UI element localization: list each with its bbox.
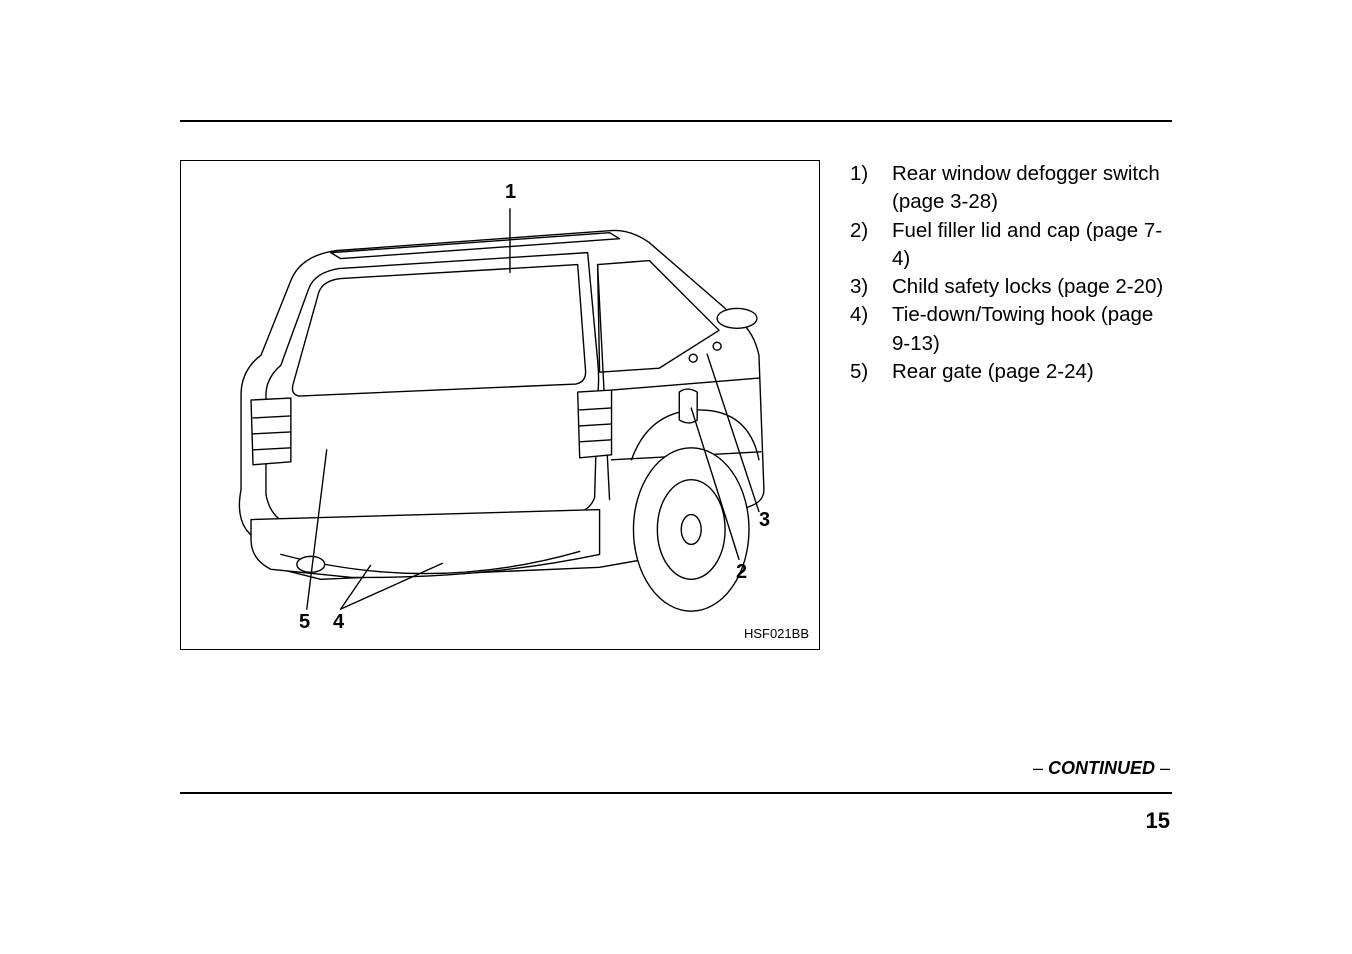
list-item-num: 3) xyxy=(850,273,892,301)
list-item-num: 4) xyxy=(850,301,892,329)
page-root: 1 2 3 4 5 HSF021BB 1) Rear window defogg… xyxy=(0,0,1352,954)
bottom-rule xyxy=(180,792,1172,794)
list-item: 1) Rear window defogger switch (page 3-2… xyxy=(850,160,1172,217)
callout-4: 4 xyxy=(333,611,344,634)
content-row: 1 2 3 4 5 HSF021BB 1) Rear window defogg… xyxy=(180,120,1172,650)
vehicle-illustration xyxy=(181,161,819,649)
callout-2: 2 xyxy=(736,561,747,584)
list-item-text: Rear gate (page 2-24) xyxy=(892,358,1172,386)
list-item-num: 5) xyxy=(850,358,892,386)
callout-1: 1 xyxy=(505,181,516,204)
callout-3: 3 xyxy=(759,509,770,532)
list-item: 3) Child safety locks (page 2-20) xyxy=(850,273,1172,301)
list-item: 2) Fuel filler lid and cap (page 7-4) xyxy=(850,217,1172,274)
continued-suffix: – xyxy=(1155,758,1170,778)
top-rule xyxy=(180,120,1172,122)
continued-prefix: – xyxy=(1033,758,1048,778)
list-item-num: 2) xyxy=(850,217,892,245)
list-item-text: Child safety locks (page 2-20) xyxy=(892,273,1172,301)
page-number: 15 xyxy=(1146,808,1170,834)
list-item-num: 1) xyxy=(850,160,892,188)
continued-marker: – CONTINUED – xyxy=(1033,758,1170,779)
list-item-text: Fuel filler lid and cap (page 7-4) xyxy=(892,217,1172,274)
list-item: 4) Tie-down/Towing hook (page 9-13) xyxy=(850,301,1172,358)
figure-code: HSF021BB xyxy=(744,626,809,641)
callout-5: 5 xyxy=(299,611,310,634)
continued-word: CONTINUED xyxy=(1048,758,1155,778)
figure-box: 1 2 3 4 5 HSF021BB xyxy=(180,160,820,650)
list-item-text: Tie-down/Towing hook (page 9-13) xyxy=(892,301,1172,358)
list-item-text: Rear window defogger switch (page 3-28) xyxy=(892,160,1172,217)
list-item: 5) Rear gate (page 2-24) xyxy=(850,358,1172,386)
legend-list: 1) Rear window defogger switch (page 3-2… xyxy=(820,160,1172,650)
